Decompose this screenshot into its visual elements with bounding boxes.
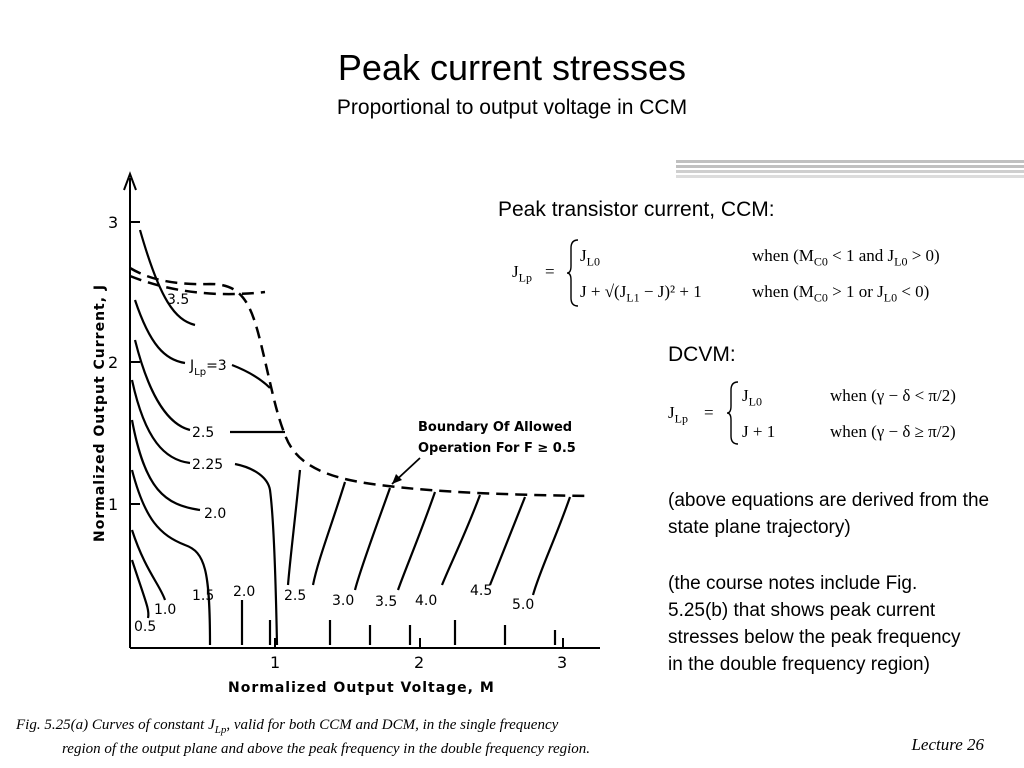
derivation-note: (above equations are derived from the st… (668, 490, 990, 538)
accent-bars (676, 160, 1024, 180)
figure-caption: Fig. 5.25(a) Curves of constant JLp, val… (16, 717, 591, 757)
curve-label-jlp: JLp=3 (189, 358, 227, 378)
curve-label: 1.5 (192, 588, 214, 604)
x-tick-label: 2 (414, 653, 424, 672)
dcvm-brace (726, 381, 739, 445)
x-axis-label: Normalized Output Voltage, M (228, 680, 495, 696)
boundary-curve (129, 266, 591, 498)
dcvm-case2-expr: J + 1 (742, 422, 776, 441)
y-axis-label: Normalized Output Current, J (92, 284, 108, 542)
curve-label: 4.0 (415, 593, 437, 609)
y-tick-label: 1 (108, 495, 118, 514)
dcvm-equals: = (704, 403, 714, 422)
y-tick-label: 2 (108, 353, 118, 372)
y-tick-label: 3 (108, 213, 118, 232)
boundary-curve-upper (129, 274, 266, 296)
dcvm-lhs: JLp (668, 403, 688, 426)
course-notes-note: (the course notes include Fig. 5.25(b) t… (668, 573, 961, 675)
curve-label: 0.5 (134, 619, 156, 635)
curve-label: 4.5 (470, 583, 492, 599)
page-title: Peak current stresses (337, 47, 687, 88)
jlp-curves-figure: 1 2 3 1 2 3 Normalized Output Voltage, M… (92, 171, 600, 696)
ccm-label: Peak transistor current, CCM: (498, 198, 775, 221)
x-tick-label: 3 (557, 653, 567, 672)
ccm-equals: = (545, 262, 555, 281)
page-subtitle: Proportional to output voltage in CCM (336, 96, 688, 119)
ccm-case1-cond: when (MC0 < 1 and JL0 > 0) (752, 246, 940, 269)
curve-label: 3.5 (375, 594, 397, 610)
curve-label: 2.0 (204, 506, 226, 522)
boundary-label-line2: Operation For F ≥ 0.5 (418, 441, 576, 456)
constant-jlp-curves (130, 229, 572, 646)
dcvm-case1-cond: when (γ − δ < π/2) (830, 386, 956, 405)
ccm-case2-expr: J + √(JL1 − J)² + 1 (580, 282, 702, 305)
curve-label: 5.0 (512, 597, 534, 613)
lecture-footer: Lecture 26 (911, 735, 984, 754)
ccm-case2-cond: when (MC0 > 1 or JL0 < 0) (752, 282, 930, 305)
curve-label: 2.5 (284, 588, 306, 604)
curve-label: 3.5 (167, 292, 189, 308)
ccm-brace (566, 239, 579, 307)
y-axis-arrow (123, 171, 137, 191)
accent-bar (676, 170, 1024, 173)
accent-bar (676, 160, 1024, 163)
ccm-lhs: JLp (512, 262, 532, 285)
dcvm-case1-expr: JL0 (742, 386, 762, 409)
accent-bar (676, 175, 1024, 178)
x-tick-label: 1 (270, 653, 280, 672)
dcvm-case2-cond: when (γ − δ ≥ π/2) (830, 422, 956, 441)
curve-label: 2.0 (233, 584, 255, 600)
boundary-label-line1: Boundary Of Allowed (418, 420, 572, 435)
ccm-case1-expr: JL0 (580, 246, 600, 269)
curve-label: 2.25 (192, 457, 223, 473)
curve-label: 2.5 (192, 425, 214, 441)
dcvm-label: DCVM: (668, 343, 736, 366)
curve-label: 3.0 (332, 593, 354, 609)
curve-label: 1.0 (154, 602, 176, 618)
accent-bar (676, 165, 1024, 168)
